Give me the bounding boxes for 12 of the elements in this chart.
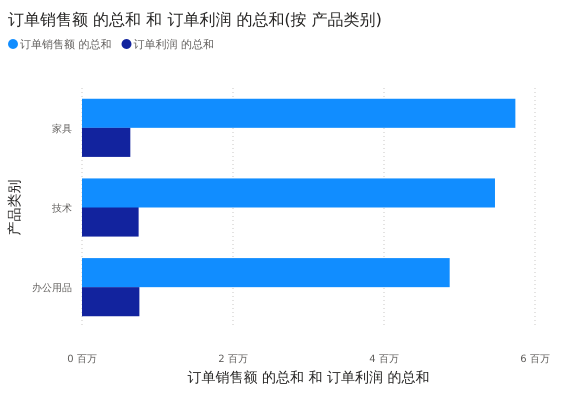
x-tick-label: 2 百万 <box>218 354 248 365</box>
title: 订单销售额 的总和 和 订单利润 的总和(按 产品类别) <box>8 10 382 29</box>
y-tick-label: 技术 <box>51 202 72 214</box>
legend-label: 订单销售额 的总和 <box>20 38 112 51</box>
x-tick-label: 6 百万 <box>520 354 550 365</box>
y-tick-label: 办公用品 <box>32 282 72 294</box>
y-tick-label: 家具 <box>52 122 72 135</box>
x-tick-label: 4 百万 <box>369 354 399 365</box>
y-axis-title: 产品类别 <box>7 180 23 236</box>
x-axis-title: 订单销售额 的总和 和 订单利润 的总和 <box>188 370 430 386</box>
x-tick-label: 0 百万 <box>67 354 97 365</box>
legend-label: 订单利润 的总和 <box>134 38 214 51</box>
